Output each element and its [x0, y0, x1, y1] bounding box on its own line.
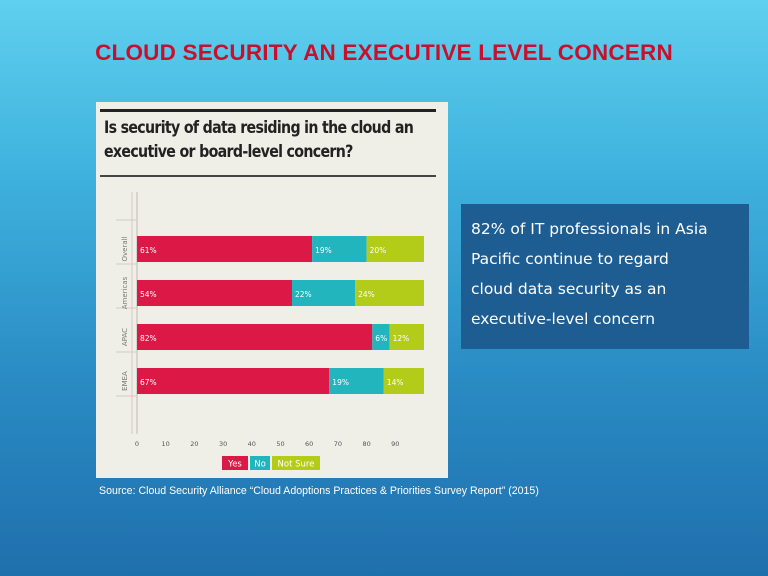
value-label: 20% [370, 246, 387, 255]
x-tick-label: 50 [276, 440, 284, 448]
x-tick-label: 30 [219, 440, 227, 448]
bar-no-apac [372, 324, 390, 350]
value-label: 67% [140, 378, 157, 387]
category-label: Overall [121, 236, 129, 261]
value-label: 24% [358, 290, 375, 299]
callout-line-1: 82% of IT professionals in Asia [471, 220, 708, 238]
x-tick-label: 70 [334, 440, 342, 448]
value-label: 14% [387, 378, 404, 387]
x-tick-label: 60 [305, 440, 313, 448]
legend-swatch-no [250, 456, 270, 470]
callout-box: 82% of IT professionals in Asia Pacific … [461, 204, 749, 349]
bar-yes-overall [137, 236, 313, 262]
source-note: Source: Cloud Security Alliance “Cloud A… [99, 485, 539, 497]
stacked-bar-chart: 61% 19% 20% Overall 54% 22% 24% Americas 82% 6% 12… [116, 192, 424, 470]
x-tick-label: 80 [362, 440, 370, 448]
value-label: 6% [375, 334, 387, 343]
bar-no-emea [329, 368, 384, 394]
legend-swatch-yes [222, 456, 248, 470]
bar-yes-apac [137, 324, 373, 350]
chart-title-line-2: executive or board-level concern? [104, 142, 353, 161]
x-tick-label: 0 [135, 440, 139, 448]
bar-not-sure-apac [389, 324, 424, 350]
category-label: APAC [121, 328, 129, 346]
bar-yes-emea [137, 368, 330, 394]
chart-title-rule [100, 175, 436, 177]
value-label: 19% [332, 378, 349, 387]
bar-yes-americas [137, 280, 292, 306]
value-label: 82% [140, 334, 157, 343]
x-tick-label: 40 [248, 440, 256, 448]
chart-card: Is security of data residing in the clou… [96, 102, 448, 478]
legend-label: No [254, 460, 266, 470]
chart-top-rule [100, 109, 436, 112]
x-tick-label: 10 [162, 440, 170, 448]
category-label: Americas [121, 276, 129, 309]
bar-no-americas [292, 280, 356, 306]
bar-no-overall [312, 236, 367, 262]
x-tick-label: 20 [190, 440, 198, 448]
value-label: 12% [393, 334, 410, 343]
value-label: 22% [295, 290, 312, 299]
chart-title-line-1: Is security of data residing in the clou… [104, 118, 414, 137]
bar-not-sure-americas [355, 280, 424, 306]
callout-line-3: cloud data security as an [471, 280, 667, 298]
legend-label: Yes [227, 460, 242, 470]
x-tick-label: 90 [391, 440, 399, 448]
slide-title: CLOUD SECURITY AN EXECUTIVE LEVEL CONCER… [95, 40, 673, 65]
legend-swatch-not-sure [272, 456, 320, 470]
value-label: 19% [315, 246, 332, 255]
callout-line-4: executive-level concern [471, 310, 656, 328]
category-label: EMEA [121, 371, 129, 391]
bar-not-sure-emea [383, 368, 424, 394]
value-label: 61% [140, 246, 157, 255]
legend-label: Not Sure [278, 460, 315, 470]
bar-not-sure-overall [366, 236, 424, 262]
chart-question: Is security of data residing in the clou… [104, 116, 414, 164]
callout-line-2: Pacific continue to regard [471, 250, 669, 268]
value-label: 54% [140, 290, 157, 299]
